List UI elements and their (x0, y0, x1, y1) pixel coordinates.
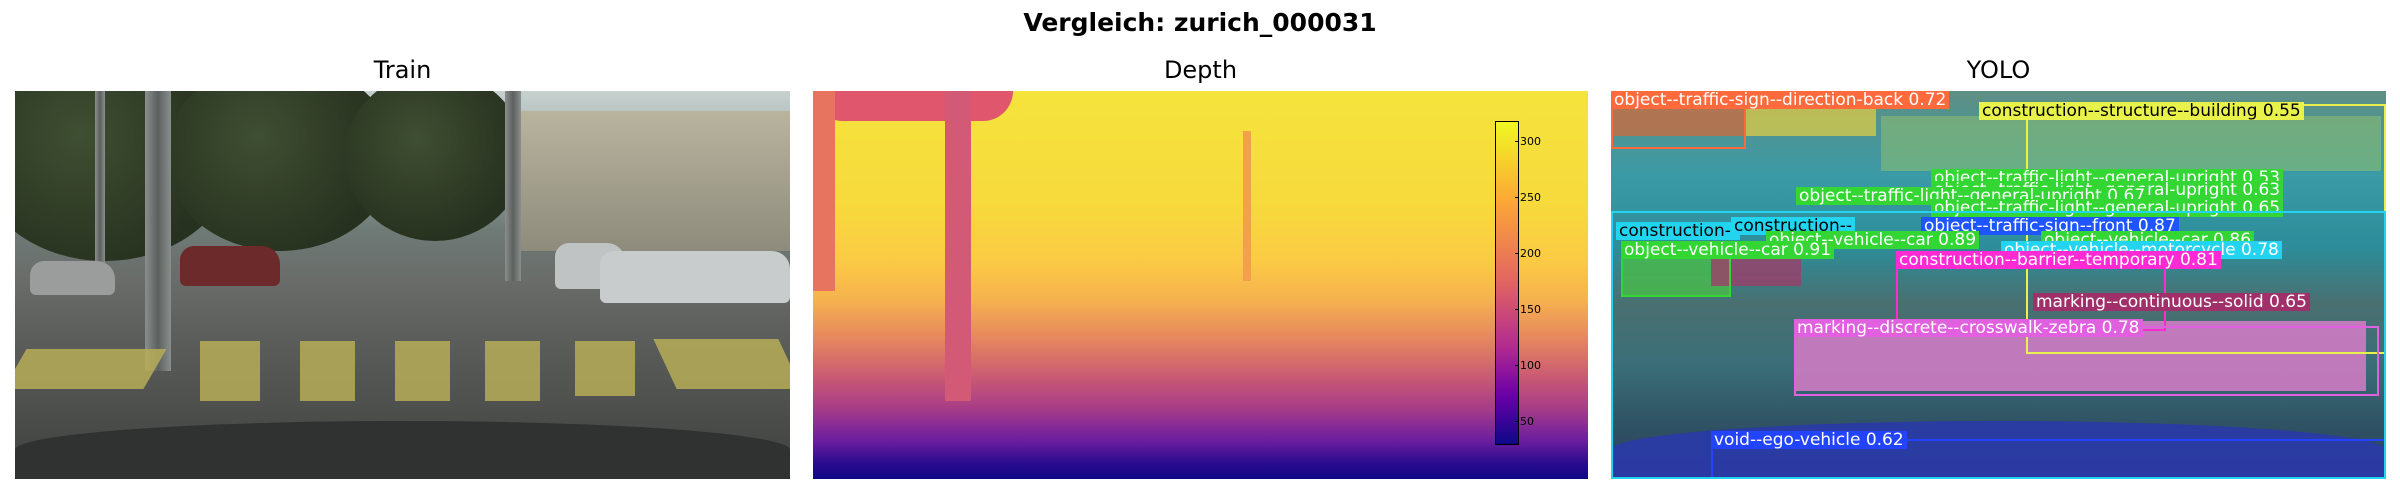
colorbar-tick: 200 (1515, 247, 1541, 260)
crosswalk-stripe (200, 341, 260, 401)
train-image (15, 91, 790, 479)
crosswalk-stripe (485, 341, 540, 401)
detection-label: marking--continuous--solid 0.65 (2033, 293, 2310, 311)
colorbar-tick: 50 (1515, 415, 1534, 428)
pole (95, 91, 105, 271)
yolo-image: object--traffic-sign--direction-back 0.7… (1611, 91, 2386, 479)
detection-label: construction--barrier--temporary 0.81 (1896, 251, 2221, 269)
depth-traffic-light (813, 91, 1013, 121)
ego-hood (15, 421, 790, 479)
train-panel-title: Train (373, 56, 432, 84)
depth-image: 300 250 200 150 100 50 (813, 91, 1588, 479)
depth-panel-title: Depth (1163, 56, 1238, 84)
detection-label: object--traffic-sign--direction-back 0.7… (1611, 91, 1950, 109)
detection-label: void--ego-vehicle 0.62 (1711, 431, 1907, 449)
building (515, 111, 790, 251)
crosswalk-stripe (395, 341, 450, 401)
car (180, 246, 280, 286)
crosswalk-stripe (15, 349, 167, 389)
traffic-light-pole (145, 91, 171, 371)
crosswalk-stripe (575, 341, 635, 396)
detection-label: construction-- (1731, 217, 1855, 235)
sign-pole (505, 91, 521, 281)
figure-title: Vergleich: zurich_000031 (1023, 8, 1377, 37)
detection-label: construction-- (1616, 222, 1740, 240)
colorbar-tick: 300 (1515, 135, 1541, 148)
depth-colorbar (1495, 121, 1519, 445)
car (30, 261, 115, 295)
segment-building (1881, 116, 2381, 171)
segment-structure (1746, 106, 1876, 136)
crosswalk-stripe (653, 339, 790, 389)
colorbar-tick: 100 (1515, 359, 1541, 372)
detection-label: construction--structure--building 0.55 (1979, 102, 2304, 120)
car (600, 251, 790, 303)
depth-pole (813, 91, 835, 291)
colorbar-tick: 150 (1515, 303, 1541, 316)
detection-label: marking--discrete--crosswalk-zebra 0.78 (1794, 319, 2143, 337)
detection-label: object--traffic-sign--front 0.87 (1921, 217, 2179, 235)
yolo-panel-title: YOLO (1966, 56, 2031, 84)
detection-label: object--vehicle--car 0.91 (1621, 241, 1835, 259)
colorbar-tick: 250 (1515, 191, 1541, 204)
depth-pole (945, 91, 971, 401)
depth-pole (1243, 131, 1251, 281)
tree (345, 91, 525, 241)
detection-box (1611, 211, 2386, 479)
segment-ego-vehicle (1611, 421, 2386, 479)
crosswalk-stripe (300, 341, 355, 401)
